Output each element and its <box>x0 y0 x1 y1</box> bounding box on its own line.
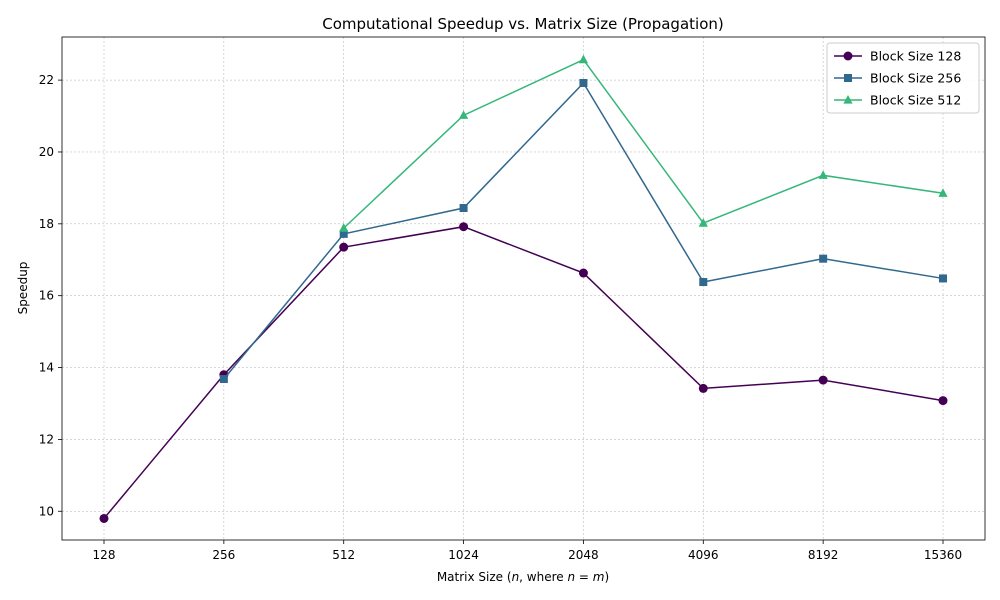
series-line <box>103 225 944 519</box>
y-tick-label: 14 <box>39 361 54 375</box>
data-point <box>339 223 349 232</box>
legend-marker <box>844 74 852 82</box>
x-tick-label: 1024 <box>448 548 479 562</box>
data-point <box>459 204 468 213</box>
data-point <box>579 78 588 87</box>
data-point <box>458 110 469 119</box>
series-3 <box>339 54 948 232</box>
y-tick-label: 20 <box>39 145 54 159</box>
legend-marker <box>843 51 853 61</box>
x-tick-label: 2048 <box>568 548 599 562</box>
data-point <box>578 268 588 278</box>
data-point <box>699 278 708 287</box>
y-axis-title: Speedup <box>16 262 30 315</box>
data-point <box>698 218 708 227</box>
y-tick-label: 18 <box>39 217 54 231</box>
data-point <box>339 242 349 252</box>
data-point <box>819 254 828 263</box>
y-tick-label: 16 <box>39 289 54 303</box>
plot-frame <box>61 36 986 541</box>
legend-label: Block Size 256 <box>870 71 961 86</box>
series-2 <box>219 78 947 384</box>
legend-label: Block Size 512 <box>870 93 961 108</box>
data-point <box>99 513 109 523</box>
x-tick-label: 128 <box>93 548 116 562</box>
x-tick-label: 8192 <box>808 548 839 562</box>
y-tick-label: 12 <box>39 432 54 446</box>
legend: Block Size 128 Block Size 256 Block Size 5… <box>826 42 980 114</box>
y-tick-label: 22 <box>39 73 54 87</box>
data-point <box>939 274 947 283</box>
ticks: 128 256 512 1024 2048 4096 8192 15360 10 12 14 16 18… <box>39 73 962 562</box>
x-axis-title: Matrix Size (n, where n = m) <box>437 570 609 584</box>
data-point <box>938 188 948 197</box>
legend-item: Block Size 512 <box>834 93 961 108</box>
data-point <box>339 229 348 238</box>
series-line <box>343 58 944 229</box>
chart-title: Computational Speedup vs. Matrix Size (P… <box>322 15 723 33</box>
legend-item: Block Size 128 <box>834 49 961 64</box>
x-tick-label: 4096 <box>688 548 719 562</box>
data-point <box>578 54 589 64</box>
y-tick-label: 10 <box>39 504 54 518</box>
data-point <box>818 375 828 385</box>
legend-box <box>826 42 980 114</box>
x-tick-label: 15360 <box>924 548 962 562</box>
legend-label: Block Size 128 <box>870 49 961 64</box>
data-point <box>818 170 828 179</box>
legend-marker <box>843 95 853 104</box>
data-point <box>459 222 469 232</box>
series-layer <box>99 54 948 523</box>
data-point <box>219 375 228 384</box>
data-point <box>938 396 948 406</box>
legend-item: Block Size 256 <box>834 71 961 86</box>
x-tick-label: 256 <box>212 548 235 562</box>
data-point <box>698 383 708 393</box>
x-tick-label: 512 <box>332 548 355 562</box>
